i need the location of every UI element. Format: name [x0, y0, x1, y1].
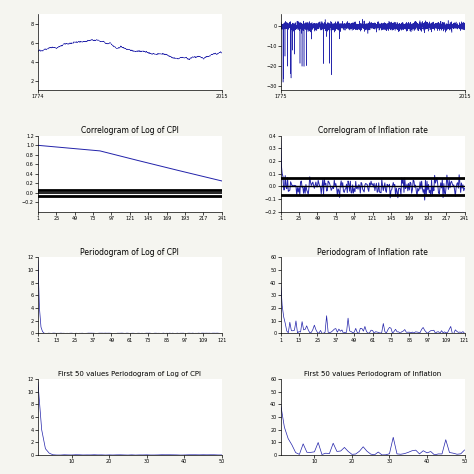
Title: Correlogram of Log of CPI: Correlogram of Log of CPI: [81, 126, 179, 135]
Title: Periodogram of Inflation rate: Periodogram of Inflation rate: [317, 247, 428, 256]
Title: First 50 values Periodogram of Log of CPI: First 50 values Periodogram of Log of CP…: [58, 371, 201, 377]
Title: First 50 values Periodogram of Inflation: First 50 values Periodogram of Inflation: [304, 371, 441, 377]
Title: Correlogram of Inflation rate: Correlogram of Inflation rate: [318, 126, 428, 135]
Title: Periodogram of Log of CPI: Periodogram of Log of CPI: [81, 247, 179, 256]
